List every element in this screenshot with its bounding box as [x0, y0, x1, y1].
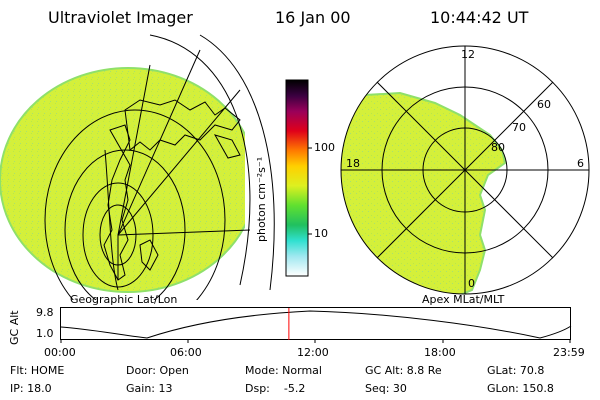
gain-status: Gain: 13 [126, 382, 173, 395]
colorbar [285, 79, 312, 277]
door-status: Door: Open [126, 364, 189, 377]
orbit-ytick-bottom: 1.0 [36, 327, 54, 340]
lat-label-70: 70 [512, 121, 526, 134]
mlt-label-0: 0 [468, 277, 475, 290]
filter-status: Flt: HOME [10, 364, 65, 377]
orbit-xtick-1200: 12:00 [297, 346, 329, 359]
orbit-ylabel: GC Alt [8, 310, 21, 345]
colorbar-tick-100: 100 [314, 141, 335, 154]
polar-grid [340, 45, 590, 295]
orbit-frame [60, 307, 571, 340]
orbit-xtick-1800: 18:00 [424, 346, 456, 359]
colorbar-gradient [285, 79, 309, 277]
glat-status: GLat: 70.8 [487, 364, 545, 377]
colorbar-tick-10: 10 [314, 227, 328, 240]
geo-grid [44, 34, 275, 300]
date: 16 Jan 00 [275, 8, 351, 27]
ip-status: IP: 18.0 [10, 382, 52, 395]
mlt-label-6: 6 [577, 157, 584, 170]
orbit-altitude-curve [60, 310, 572, 339]
coastlines [103, 99, 241, 281]
orbit-ytick-top: 9.8 [36, 306, 54, 319]
dsp-status: Dsp: -5.2 [245, 382, 306, 395]
orbit-xtick-0000: 00:00 [44, 346, 76, 359]
orbit-xtick-0600: 06:00 [170, 346, 202, 359]
geographic-image [0, 34, 275, 300]
lat-label-80: 80 [491, 141, 505, 154]
glon-status: GLon: 150.8 [487, 382, 554, 395]
mlt-label-12: 12 [461, 48, 475, 61]
polar-panel-label: Apex MLat/MLT [422, 293, 505, 306]
title: Ultraviolet Imager [48, 8, 193, 27]
seq-status: Seq: 30 [365, 382, 407, 395]
orbit-xtick-2359: 23:59 [553, 346, 585, 359]
mode-status: Mode: Normal [245, 364, 322, 377]
earth-disk [0, 67, 245, 293]
colorbar-unit-label: photon cm⁻²s⁻¹ [255, 156, 268, 242]
geo-panel-label: Geographic Lat/Lon [70, 293, 178, 306]
time: 10:44:42 UT [430, 8, 529, 27]
polar-plot [340, 45, 590, 295]
lat-label-60: 60 [537, 98, 551, 111]
orbit-plot [60, 307, 572, 343]
mlt-label-18: 18 [346, 157, 360, 170]
gc-alt-status: GC Alt: 8.8 Re [365, 364, 442, 377]
polar-image [341, 91, 507, 294]
